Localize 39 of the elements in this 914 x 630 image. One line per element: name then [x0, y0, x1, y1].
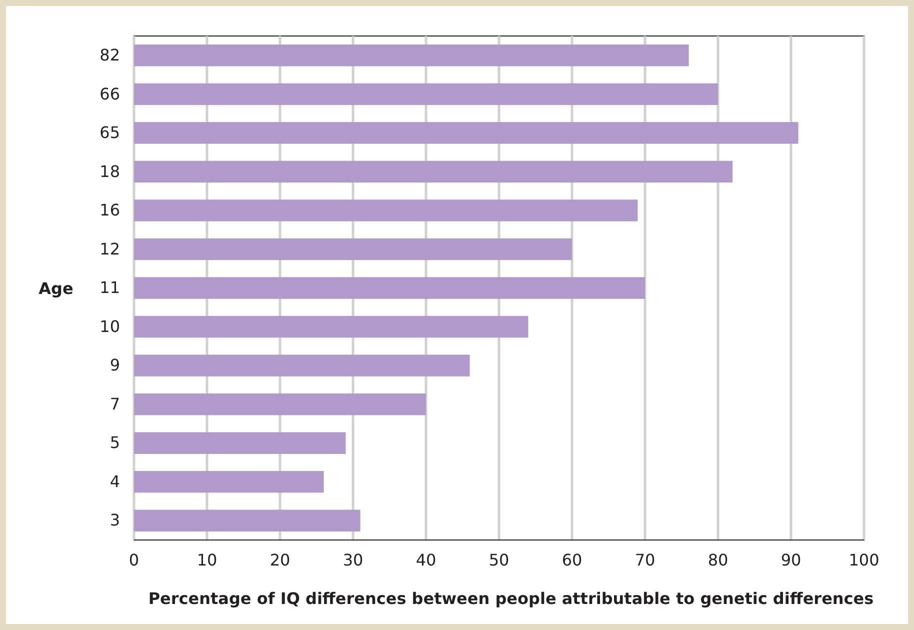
bar — [134, 160, 733, 183]
y-tick-label: 65 — [100, 123, 120, 142]
bar — [134, 277, 645, 299]
x-axis-title: Percentage of IQ differences between people attributable to genetic differences — [148, 589, 874, 608]
x-tick-label: 70 — [634, 550, 656, 570]
x-tick-label: 10 — [196, 550, 218, 570]
x-tick-label: 80 — [708, 550, 728, 570]
y-tick-label: 12 — [100, 239, 120, 258]
x-tick-label: 100 — [848, 550, 880, 570]
bar — [134, 470, 324, 493]
bar — [134, 354, 470, 376]
x-tick-label: 40 — [416, 550, 436, 570]
x-tick-label: 0 — [128, 550, 140, 570]
y-tick-label: 3 — [110, 510, 120, 530]
bar — [134, 122, 798, 144]
x-tick-label: 20 — [270, 550, 290, 570]
y-tick-label: 9 — [110, 356, 120, 375]
y-tick-label: 66 — [100, 84, 120, 104]
bar — [134, 510, 360, 532]
bar — [134, 200, 638, 222]
y-tick-label: 10 — [100, 316, 120, 336]
y-tick-label: 11 — [100, 278, 120, 298]
bar — [134, 393, 426, 416]
x-tick-label: 30 — [342, 550, 364, 570]
x-tick-label: 50 — [488, 550, 510, 570]
bar — [134, 432, 346, 454]
bar — [134, 44, 689, 66]
y-axis-title: Age — [38, 279, 74, 298]
y-tick-label: 18 — [100, 162, 120, 181]
x-tick-label: 90 — [780, 550, 802, 570]
y-tick-label: 16 — [100, 200, 120, 220]
y-tick-label: 5 — [110, 433, 120, 452]
y-tick-label: 7 — [110, 394, 120, 414]
bar — [134, 238, 572, 260]
y-tick-label: 82 — [100, 46, 120, 65]
x-tick-label: 60 — [562, 550, 582, 570]
bar — [134, 83, 718, 106]
y-tick-label: 4 — [110, 472, 120, 491]
bar — [134, 316, 528, 338]
